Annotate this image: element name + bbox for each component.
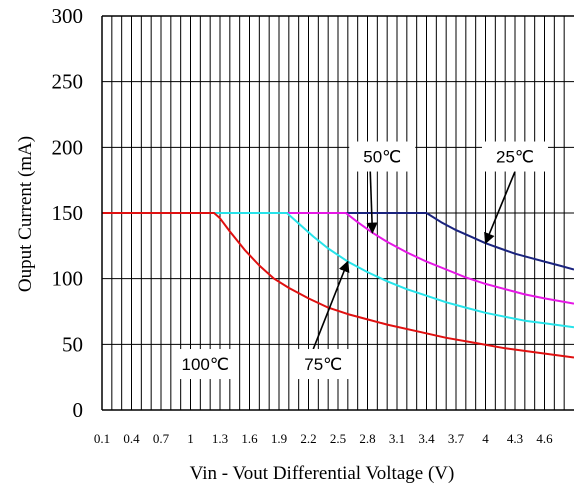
x-tick-label: 2.2: [300, 431, 316, 446]
x-tick-label: 0.4: [123, 431, 140, 446]
x-tick-label: 4.3: [507, 431, 523, 446]
x-tick-label: 0.7: [153, 431, 170, 446]
y-tick-label: 0: [73, 398, 84, 422]
series-lines: [102, 212, 574, 359]
x-tick-label: 1.6: [241, 431, 258, 446]
y-tick-label: 200: [52, 135, 84, 159]
series-label-100c: 100℃: [182, 355, 229, 374]
y-axis-title: Ouput Current (mA): [15, 136, 36, 292]
y-tick-label: 100: [52, 267, 84, 291]
y-tick-label: 150: [52, 201, 84, 225]
series-line-100c: [102, 212, 574, 359]
arrow-75c: [312, 260, 350, 350]
x-tick-label: 1.3: [212, 431, 228, 446]
plot-frame: [101, 15, 574, 411]
series-label-75c: 75℃: [304, 355, 342, 374]
series-line-25c: [102, 212, 574, 271]
x-tick-label: 4: [482, 431, 489, 446]
x-axis-title: Vin - Vout Differential Voltage (V): [190, 463, 455, 484]
series-label-25c: 25℃: [496, 148, 534, 167]
series-labels: 25℃ 50℃ 75℃ 100℃: [172, 141, 548, 380]
x-tick-label: 1: [187, 431, 194, 446]
y-tick-label: 50: [62, 332, 83, 356]
x-tick-label: 3.4: [418, 431, 435, 446]
arrow-50c: [366, 171, 378, 234]
arrow-25c: [484, 171, 516, 245]
x-tick-label: 1.9: [271, 431, 287, 446]
ticks: 0 50 100 150 200 250 300 0.1 0.4 0.7 1 1.3 1.6 1.9 2.2…: [52, 4, 554, 446]
x-tick-label: 0.1: [94, 431, 110, 446]
x-tick-label: 4.6: [536, 431, 553, 446]
x-tick-label: 2.5: [330, 431, 346, 446]
arrows: [312, 171, 516, 350]
series-line-50c: [102, 212, 574, 305]
series-label-box: [290, 349, 357, 380]
series-line-75c: [102, 212, 574, 329]
series-label-box: [482, 141, 548, 172]
series-label-50c: 50℃: [363, 148, 401, 167]
x-tick-label: 3.1: [389, 431, 405, 446]
x-tick-label: 3.7: [448, 431, 465, 446]
y-tick-label: 250: [52, 70, 84, 94]
series-label-box: [349, 141, 416, 172]
x-tick-label: 2.8: [359, 431, 375, 446]
y-tick-label: 300: [52, 4, 84, 28]
series-label-box: [172, 349, 239, 380]
